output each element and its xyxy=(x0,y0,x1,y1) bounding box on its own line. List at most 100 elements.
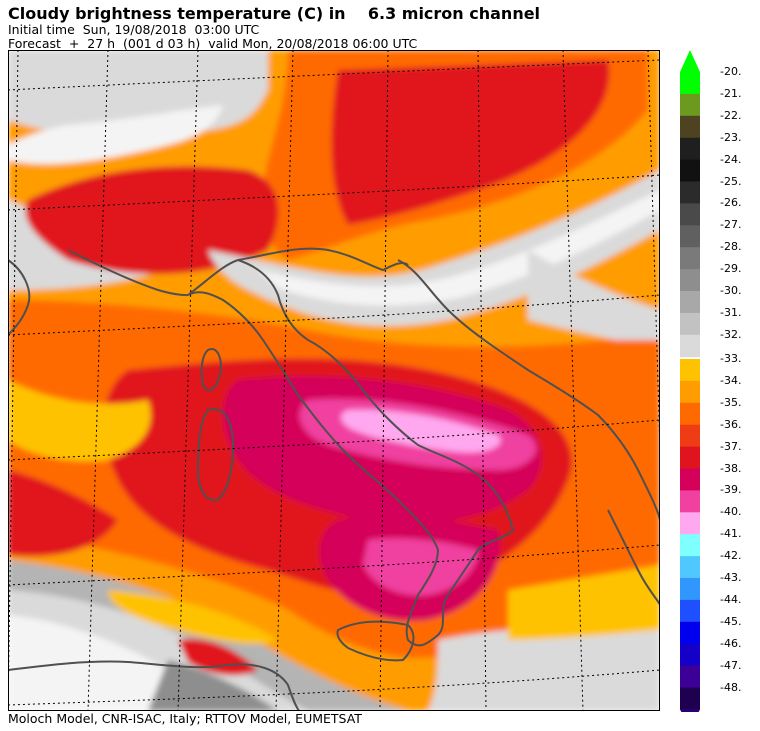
colorbar-label: -43. xyxy=(720,571,742,584)
colorbar-swatch xyxy=(680,380,700,404)
colorbar-swatch xyxy=(680,359,700,382)
field-magenta-south xyxy=(363,538,478,596)
grid-lon-7 xyxy=(562,50,584,711)
colorbar-label: -22. xyxy=(720,108,742,122)
colorbar-label: -47. xyxy=(720,658,742,672)
colorbar-swatch xyxy=(680,225,700,248)
grid-lat-1 xyxy=(8,59,660,91)
graticule xyxy=(8,50,660,711)
colorbar-swatch xyxy=(680,203,700,226)
colorbar-swatch xyxy=(680,247,700,270)
forecast-time: Forecast + 27 h (001 d 03 h) valid Mon, … xyxy=(8,36,418,51)
colorbar-swatch xyxy=(680,534,700,557)
field-white-nw xyxy=(8,105,223,165)
colorbar-label: -42. xyxy=(720,549,742,563)
grid-lat-3 xyxy=(8,294,660,336)
colorbar-label: -41. xyxy=(720,527,742,541)
coast-corsica xyxy=(200,348,222,392)
colorbar-swatch xyxy=(680,159,700,182)
coastlines xyxy=(8,247,660,711)
initial-time: Initial time Sun, 19/08/2018 03:00 UTC xyxy=(8,22,260,37)
grid-lat-2 xyxy=(8,174,660,211)
colorbar-label: -20. xyxy=(720,65,742,78)
grid-lat-5 xyxy=(8,544,660,586)
colorbar-swatch xyxy=(680,599,700,623)
colorbar-label: -48. xyxy=(720,680,742,694)
colorbar-label: -35. xyxy=(720,395,742,409)
grid-lon-1 xyxy=(8,50,19,711)
colorbar-swatch xyxy=(680,665,700,688)
field-gray-southeast xyxy=(428,628,660,711)
colorbar-label: -25. xyxy=(720,174,742,188)
grid-lon-6 xyxy=(477,50,487,711)
colorbar-swatch xyxy=(680,402,700,426)
grid-lat-4 xyxy=(8,419,660,461)
footer-credit: Moloch Model, CNR-ISAC, Italy; RTTOV Mod… xyxy=(8,711,362,726)
colorbar xyxy=(680,50,700,712)
field-pink-central xyxy=(341,409,501,453)
coast-italy xyxy=(187,259,515,647)
colorbar-label: -45. xyxy=(720,614,742,628)
field-gray-southwest xyxy=(148,660,278,711)
colorbar-label: -44. xyxy=(720,592,742,606)
colorbar-bottom-arrow xyxy=(680,709,700,712)
colorbar-label: -30. xyxy=(720,284,742,297)
coast-africa xyxy=(8,660,301,711)
field-pale-south xyxy=(108,590,278,645)
field-light-east xyxy=(528,250,660,350)
coast-spain xyxy=(8,259,31,336)
grid-lat-6 xyxy=(8,669,660,706)
colorbar-label: -24. xyxy=(720,152,742,166)
colorbar-label: -29. xyxy=(720,262,742,276)
colorbar-swatch xyxy=(680,334,700,358)
grid-lon-2 xyxy=(87,50,109,711)
colorbar-swatch xyxy=(680,643,700,667)
colorbar-label: -46. xyxy=(720,636,742,650)
colorbar-label: -23. xyxy=(720,130,742,144)
colorbar-swatch xyxy=(680,556,700,579)
colorbar-top-arrow xyxy=(680,50,700,72)
colorbar-swatch xyxy=(680,424,700,448)
colorbar-swatch xyxy=(680,115,700,139)
colorbar-label: -21. xyxy=(720,86,742,100)
coast-sardinia xyxy=(196,408,235,502)
grid-lon-5 xyxy=(379,50,389,711)
field-red-west xyxy=(8,470,118,557)
coast-balkans xyxy=(397,259,660,521)
field-pale-west xyxy=(8,380,151,462)
colorbar-swatch xyxy=(680,269,700,292)
field-red-nw xyxy=(25,166,279,274)
colorbar-label: -39. xyxy=(720,483,742,497)
colorbar-label: -32. xyxy=(720,327,742,341)
colorbar-swatch xyxy=(680,512,700,535)
coast-alps xyxy=(187,247,409,296)
colorbar-swatch xyxy=(680,468,700,491)
colorbar-label: -38. xyxy=(720,461,742,475)
grid-lon-3 xyxy=(177,50,199,711)
colorbar-swatch xyxy=(680,181,700,204)
colorbar-swatch xyxy=(680,490,700,513)
colorbar-swatch xyxy=(680,312,700,336)
colorbar-swatch xyxy=(680,687,700,710)
colorbar-swatch xyxy=(680,291,700,314)
coast-france xyxy=(67,249,189,297)
colorbar-label: -40. xyxy=(720,505,742,519)
field-red-north-core xyxy=(331,60,610,225)
coast-sicily xyxy=(336,620,415,662)
colorbar-label: -26. xyxy=(720,196,742,210)
chart-title: Cloudy brightness temperature (C) in 6.3… xyxy=(8,4,541,23)
colorbar-swatch xyxy=(680,72,700,95)
map-panel xyxy=(8,50,660,711)
colorbar-label: -34. xyxy=(720,373,742,387)
field-pale-southeast xyxy=(508,565,660,640)
colorbar-swatch xyxy=(680,137,700,161)
colorbar-label: -27. xyxy=(720,218,742,232)
coast-greece xyxy=(607,509,660,606)
colorbar-swatch xyxy=(680,93,700,117)
grid-lon-4 xyxy=(275,50,294,711)
field-white-band-core xyxy=(258,190,660,306)
map-border xyxy=(8,50,660,711)
map-fields xyxy=(8,50,660,711)
colorbar-label: -36. xyxy=(720,417,742,431)
colorbar-label: -31. xyxy=(720,305,742,319)
